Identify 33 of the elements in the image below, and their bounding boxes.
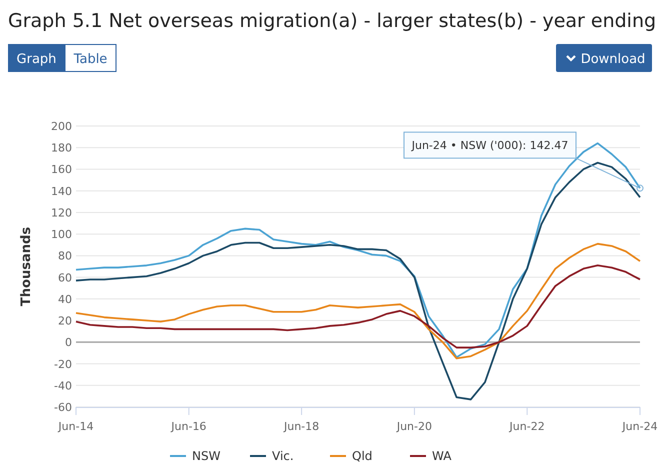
annotation: Jun-24 • NSW ('000): 142.47 [410,139,568,152]
y-tick-label: 120 [51,206,72,220]
y-tick-label: 0 [65,336,72,350]
text: Graph [16,52,56,67]
legend-label: Vic. [272,449,294,463]
x-tick-label: Jun-16 [170,420,206,433]
x-tick-label: Jun-20 [396,420,432,433]
y-tick-label: 160 [51,163,72,176]
legend-label: NSW [192,449,221,463]
y-tick-label: 140 [51,184,72,198]
text: Table [72,52,108,67]
y-tick-label: 100 [51,228,72,242]
x-tick-label: Jun-24 [621,420,658,433]
x-tick-label: Jun-18 [282,420,320,433]
chart-title: Graph 5.1 Net overseas migration(a) - larger states(b) - year ending [8,10,656,32]
y-tick-label: 40 [58,292,72,306]
legend-label: WA [432,449,452,463]
y-tick-label: -20 [54,358,72,371]
y-axis-title: Thousands [19,226,34,306]
y-tick-label: -60 [54,401,72,414]
text: Download [580,52,646,67]
y-tick-label: 180 [51,142,72,155]
y-tick-label: 80 [58,250,72,263]
legend-label: Qld [352,449,372,463]
y-tick-label: -40 [54,379,72,392]
x-tick-label: Jun-14 [57,420,94,433]
line-series [75,162,641,400]
line-series [75,242,641,360]
y-tick-label: 20 [58,314,72,328]
y-tick-label: 200 [51,120,72,133]
x-tick-label: Jun-22 [508,420,545,433]
y-tick-label: 60 [58,271,72,284]
line-series [75,264,641,348]
